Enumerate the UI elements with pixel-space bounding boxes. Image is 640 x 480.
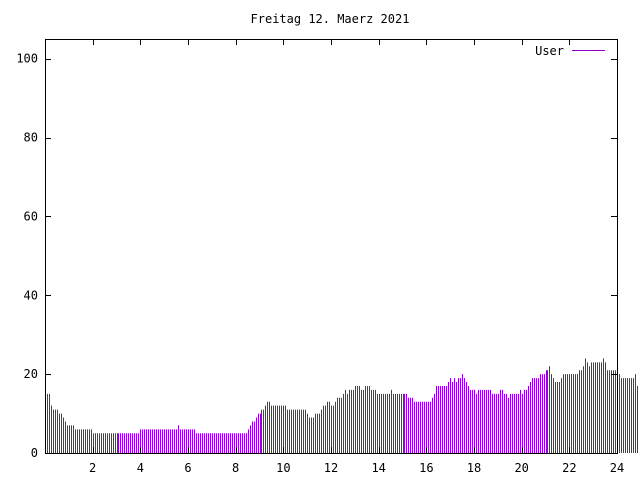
x-tick-label: 2 <box>89 461 96 475</box>
chart-title: Freitag 12. Maerz 2021 <box>251 12 410 26</box>
x-tick-label: 12 <box>324 461 338 475</box>
x-tick-label: 10 <box>276 461 290 475</box>
bars <box>45 358 638 453</box>
legend: User <box>535 44 605 58</box>
y-tick-label: 100 <box>16 52 38 66</box>
plot-frame <box>45 39 618 454</box>
legend-label: User <box>535 44 564 58</box>
x-tick-label: 6 <box>184 461 191 475</box>
x-tick-label: 18 <box>467 461 481 475</box>
x-tick-label: 4 <box>137 461 144 475</box>
x-tick-label: 8 <box>232 461 239 475</box>
y-tick-label: 40 <box>24 288 38 302</box>
y-tick-label: 60 <box>24 209 38 223</box>
y-tick-label: 20 <box>24 367 38 381</box>
x-tick-label: 20 <box>514 461 528 475</box>
x-tick-label: 14 <box>371 461 385 475</box>
y-tick-label: 0 <box>31 446 38 460</box>
x-tick-label: 16 <box>419 461 433 475</box>
x-tick-label: 22 <box>562 461 576 475</box>
x-tick-label: 24 <box>610 461 624 475</box>
y-tick-label: 80 <box>24 131 38 145</box>
